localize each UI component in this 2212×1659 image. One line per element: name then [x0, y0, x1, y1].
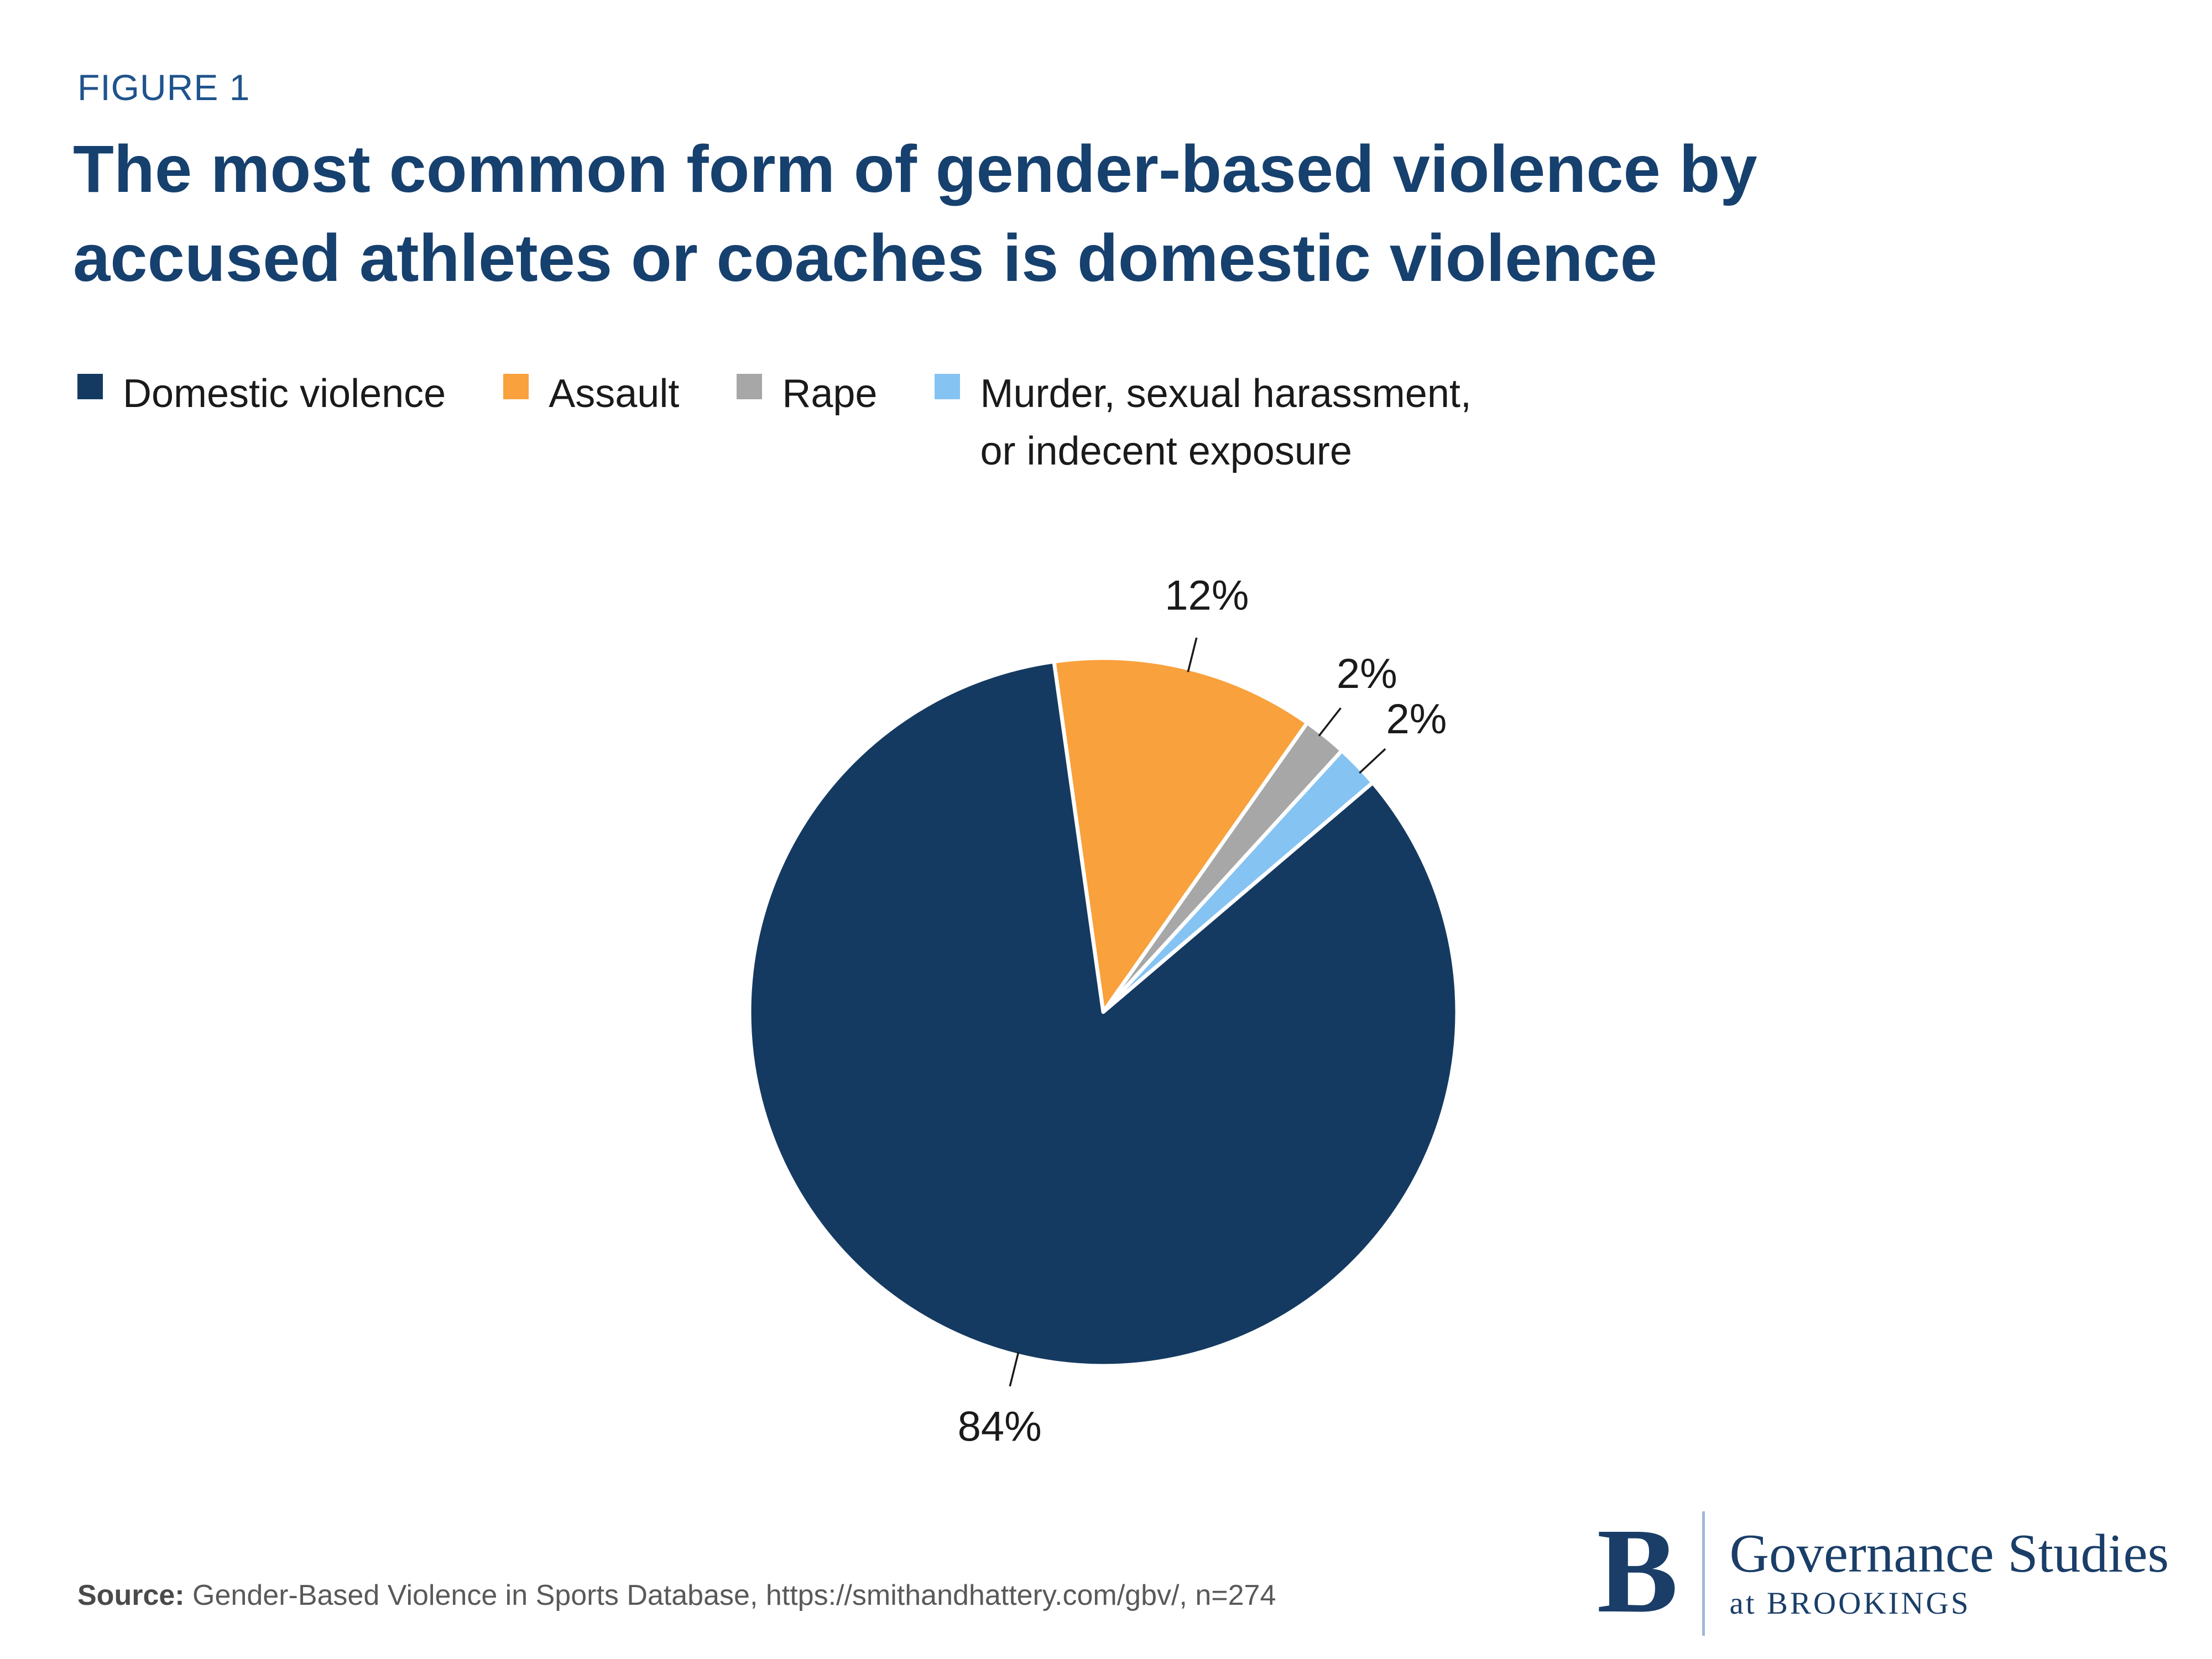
pct-label-murder-sexual-harassment-indecent-exposure: 2%: [1386, 696, 1447, 743]
brookings-logo: B Governance Studies at BROOKINGS: [1597, 1510, 2169, 1637]
pie-slice-domestic-violence: [747, 659, 1459, 1368]
chart-legend: Domestic violence Assault Rape Murder, s…: [77, 365, 1472, 481]
leader-line-murder-sexual-harassment-indecent-exposure: [1359, 748, 1386, 774]
pct-label-domestic-violence: 84%: [958, 1403, 1042, 1450]
pie-chart-area: 12% 2% 2% 84%: [608, 525, 1604, 1521]
pie-slice-assault: [1052, 656, 1310, 1014]
legend-label-domestic-violence: Domestic violence: [123, 372, 446, 416]
source-prefix: Source:: [77, 1579, 185, 1611]
brookings-logo-b-letter: B: [1597, 1503, 1678, 1638]
title-line-1: The most common form of gender-based vio…: [73, 131, 1757, 206]
legend-label-murder-harassment-exposure: Murder, sexual harassment, or indecent e…: [980, 372, 1472, 474]
logo-text: Governance Studies at BROOKINGS: [1729, 1525, 2169, 1622]
leader-line-assault: [1187, 637, 1198, 672]
logo-divider: [1702, 1511, 1705, 1636]
logo-governance-studies: Governance Studies: [1729, 1523, 2169, 1584]
figure-title: The most common form of gender-based vio…: [73, 124, 2042, 302]
legend-swatch-rape: [737, 374, 763, 399]
legend-label-rape: Rape: [782, 372, 878, 416]
source-note: Source: Gender-Based Violence in Sports …: [77, 1579, 1276, 1612]
pct-label-rape: 2%: [1337, 650, 1397, 697]
legend-item-rape: Rape: [737, 365, 877, 422]
legend-item-murder-harassment-exposure: Murder, sexual harassment, or indecent e…: [935, 365, 1472, 481]
source-text: Gender-Based Violence in Sports Database…: [184, 1579, 1276, 1611]
logo-at-brookings: at BROOKINGS: [1729, 1586, 1971, 1621]
figure-label: FIGURE 1: [77, 67, 251, 108]
legend-swatch-domestic-violence: [77, 374, 103, 399]
legend-swatch-assault: [503, 374, 529, 399]
legend-label-assault: Assault: [549, 372, 680, 416]
legend-item-assault: Assault: [503, 365, 679, 422]
pct-label-assault: 12%: [1165, 572, 1249, 619]
pie-chart: 12% 2%2% 84%: [747, 572, 1459, 1450]
title-line-2: accused athletes or coaches is domestic …: [73, 220, 1657, 295]
leader-line-rape: [1318, 707, 1342, 737]
legend-item-domestic-violence: Domestic violence: [77, 365, 446, 422]
leader-line-domestic-violence: [1009, 1352, 1020, 1387]
legend-swatch-murder-harassment-exposure: [935, 374, 961, 399]
